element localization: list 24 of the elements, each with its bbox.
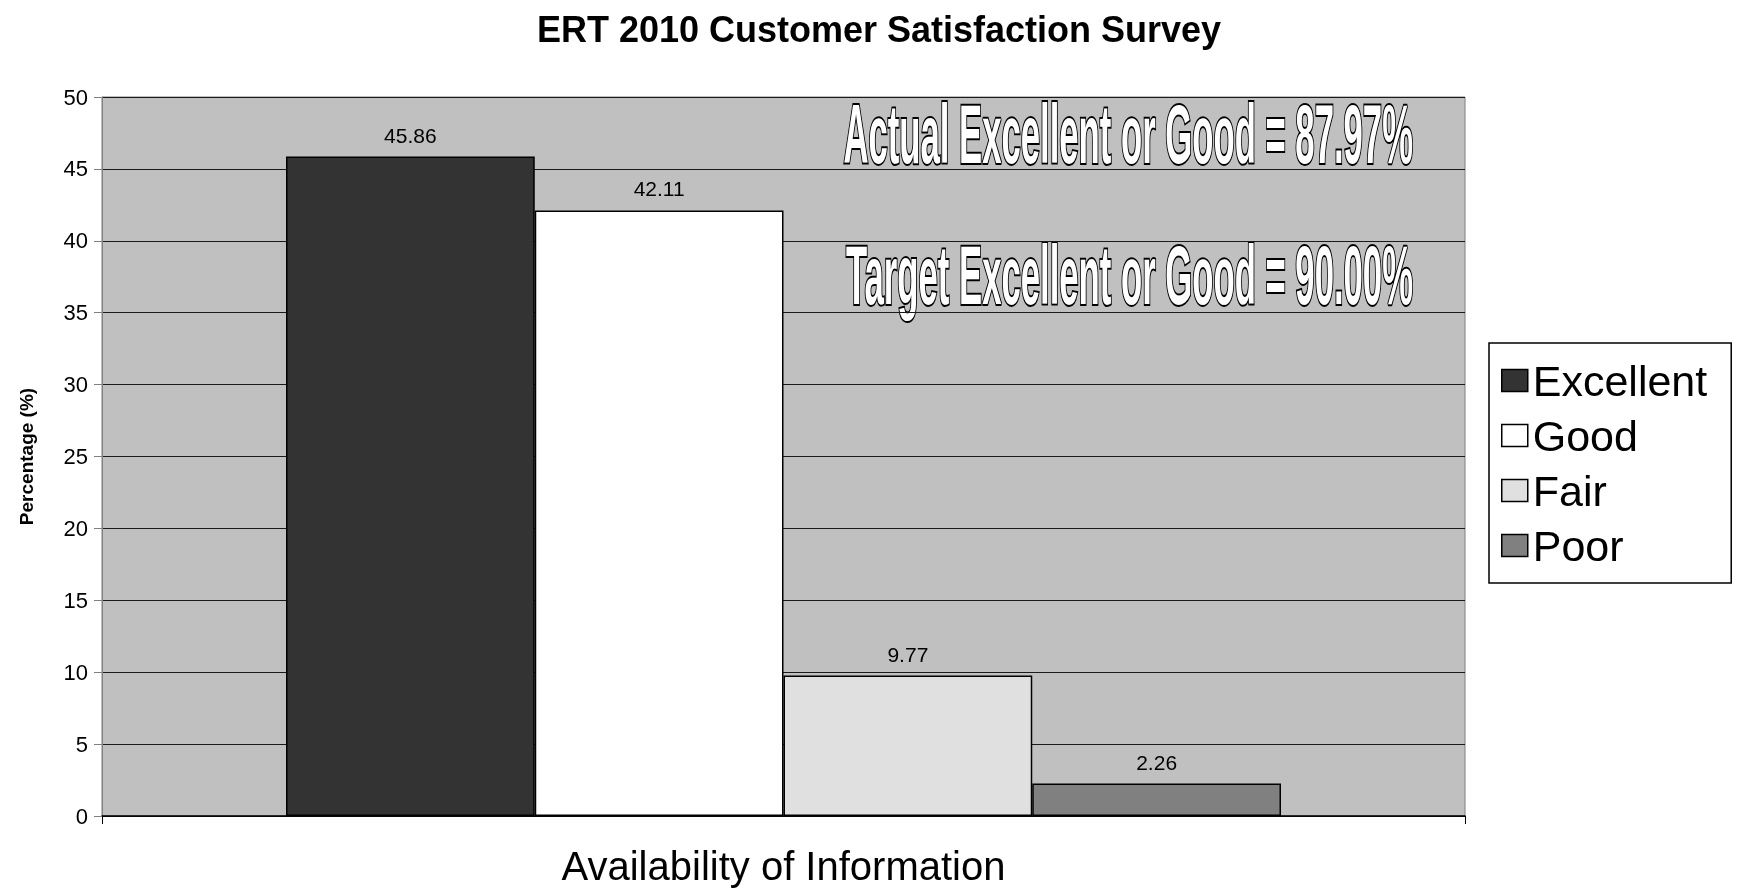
y-tick-label: 20	[63, 515, 88, 541]
legend-label: Excellent	[1532, 356, 1708, 405]
data-label: 9.77	[887, 642, 929, 666]
y-tick-label: 10	[63, 659, 88, 685]
annotation: Target Excellent or Good = 90.00%	[845, 227, 1413, 323]
legend-label: Fair	[1532, 466, 1607, 515]
y-tick-label: 0	[75, 803, 88, 829]
data-label: 45.86	[384, 123, 437, 147]
data-label: 42.11	[633, 177, 685, 201]
y-tick-label: 25	[63, 444, 88, 469]
legend-label: Poor	[1532, 521, 1624, 570]
y-axis-title: Percentage (%)	[16, 387, 37, 526]
y-tick-label: 40	[63, 228, 88, 254]
y-tick-label: 30	[63, 372, 88, 398]
y-tick-label: 5	[75, 731, 88, 757]
annotation: Actual Excellent or Good = 87.97%	[843, 86, 1413, 182]
data-label: 2.26	[1136, 750, 1178, 774]
x-tick-label: Availability of Information	[561, 844, 1006, 888]
y-tick-label: 15	[63, 587, 88, 613]
y-tick-label: 50	[63, 84, 88, 110]
y-tick-label: 45	[63, 156, 88, 182]
chart-title: ERT 2010 Customer Satisfaction Survey	[536, 8, 1222, 50]
legend-label: Good	[1532, 411, 1638, 460]
y-tick-label: 35	[63, 300, 88, 326]
